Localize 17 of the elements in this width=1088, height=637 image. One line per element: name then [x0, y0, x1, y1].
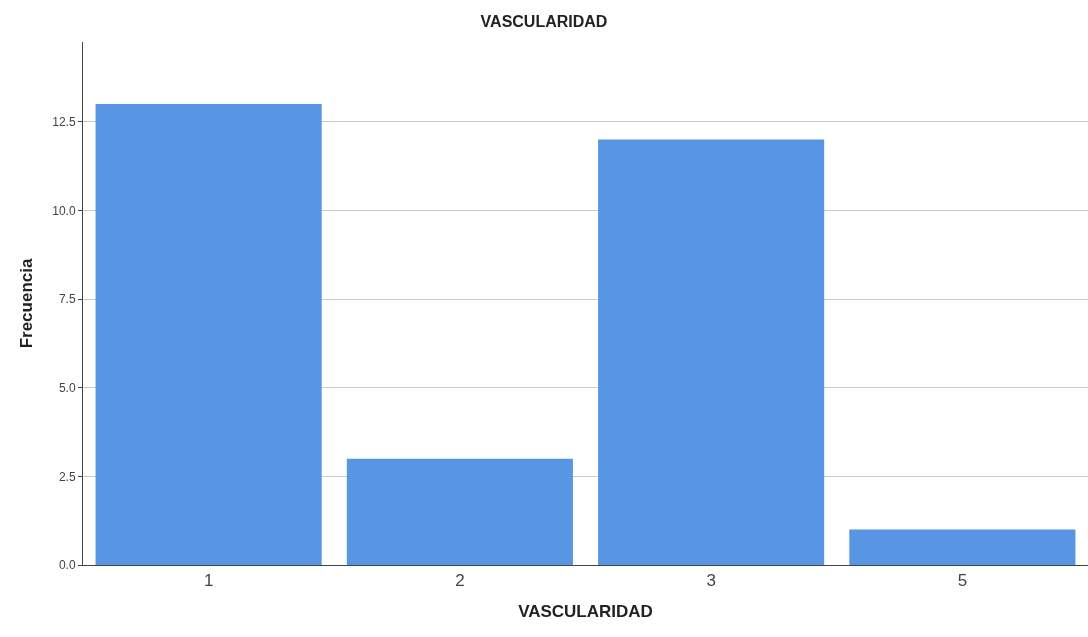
x-tick-label: 5: [957, 571, 968, 591]
x-axis-title: VASCULARIDAD: [518, 601, 653, 621]
y-tick-label: 10.0: [52, 203, 76, 218]
y-tick-label: 12.5: [52, 114, 76, 129]
y-axis-title: Frecuencia: [16, 258, 36, 349]
bar: [95, 104, 322, 565]
chart-title: VASCULARIDAD: [480, 13, 608, 31]
bar: [346, 458, 573, 565]
y-tick-label: 2.5: [58, 469, 76, 484]
x-tick-label: 2: [455, 571, 465, 591]
y-tick-label: 0.0: [58, 558, 76, 573]
y-tick-label: 5.0: [58, 380, 76, 395]
x-tick-label: 1: [203, 571, 214, 591]
x-tick-label: 3: [706, 571, 716, 591]
bar: [849, 529, 1076, 565]
bar: [598, 139, 825, 565]
y-tick-label: 7.5: [58, 292, 76, 307]
